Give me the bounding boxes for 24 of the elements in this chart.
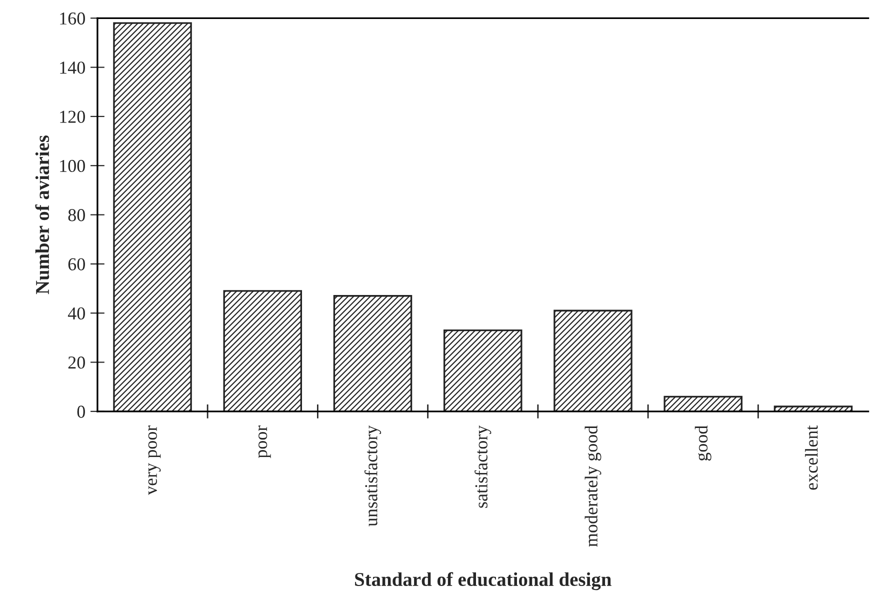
x-tick-label: moderately good — [584, 426, 602, 547]
bar — [443, 329, 522, 412]
y-axis-title: Number of aviaries — [35, 136, 50, 294]
x-tick-label: satisfactory — [474, 425, 492, 508]
bar — [554, 310, 632, 412]
y-tick-label: 60 — [68, 258, 85, 270]
y-tick-label: 0 — [77, 406, 85, 418]
x-tick-label: very poor — [148, 425, 161, 495]
y-tick-label: 120 — [60, 110, 85, 123]
bar — [223, 290, 302, 412]
y-tick-label: 100 — [60, 160, 85, 172]
x-tick-label: good — [694, 426, 712, 461]
bar — [113, 22, 192, 412]
y-tick-label: 160 — [60, 12, 85, 25]
y-tick-label: 80 — [68, 209, 85, 222]
y-tick-label: 140 — [60, 62, 85, 74]
bar — [664, 396, 742, 412]
x-tick-label: excellent — [805, 425, 818, 490]
x-tick-label: poor — [258, 425, 271, 458]
x-tick-label: unsatisfactory — [364, 425, 382, 526]
x-axis-title: Standard of educational design — [355, 572, 612, 590]
y-tick-label: 20 — [68, 356, 85, 369]
y-tick-label: 40 — [68, 307, 85, 320]
bar — [333, 295, 412, 412]
